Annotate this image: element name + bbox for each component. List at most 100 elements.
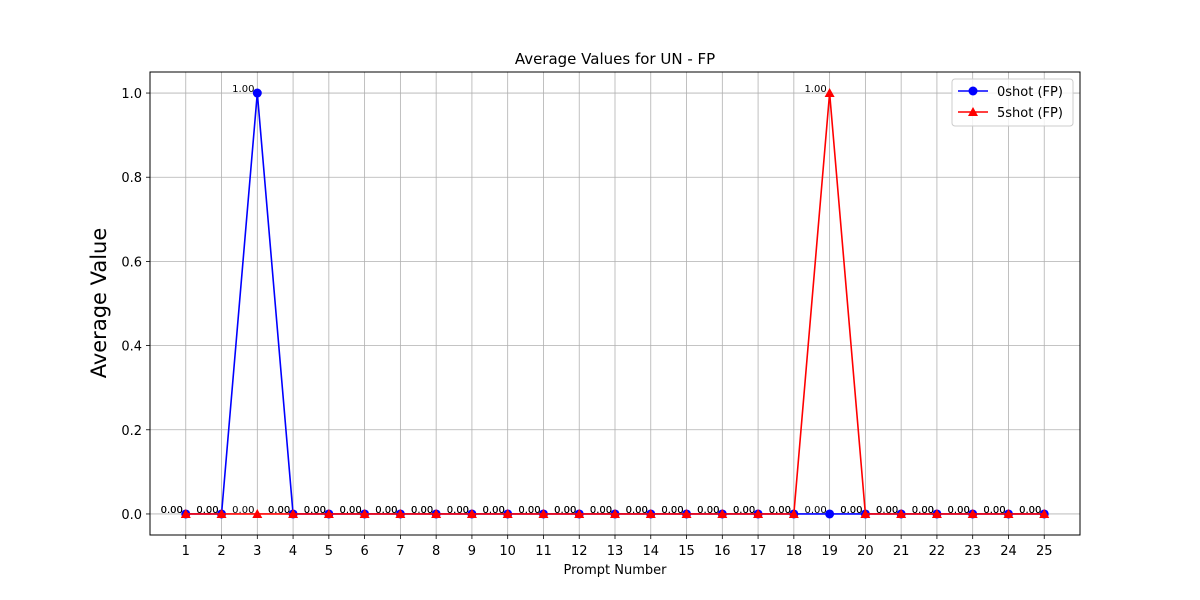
data-point (395, 508, 406, 518)
data-label: 0.00 (626, 505, 648, 516)
x-tick-label: 17 (750, 544, 767, 559)
legend: 0shot (FP) 5shot (FP) (951, 78, 1074, 127)
data-label: 0.00 (912, 505, 934, 516)
data-label: 0.00 (876, 505, 898, 516)
data-label: 1.00 (804, 84, 826, 95)
data-point (252, 508, 263, 518)
data-label: 0.00 (554, 505, 576, 516)
data-point (574, 508, 585, 518)
chart-title: Average Values for UN - FP (515, 50, 715, 68)
data-label: 0.00 (840, 505, 862, 516)
data-point (645, 508, 656, 518)
data-label: 0.00 (876, 505, 898, 516)
y-tick-label: 1.0 (121, 87, 142, 102)
data-label: 1.00 (232, 84, 254, 95)
data-label: 0.00 (1019, 505, 1041, 516)
data-point (753, 508, 764, 518)
x-tick-label: 2 (217, 544, 225, 559)
data-label: 0.00 (590, 505, 612, 516)
x-tick-label: 16 (714, 544, 731, 559)
data-label: 0.00 (733, 505, 755, 516)
legend-marker-5shot (968, 107, 978, 116)
x-tick-label: 25 (1036, 544, 1053, 559)
legend-label-0shot: 0shot (FP) (997, 85, 1063, 100)
data-point (681, 508, 692, 518)
x-tick-label: 15 (678, 544, 695, 559)
data-label: 0.00 (411, 505, 433, 516)
data-labels: 0.00 0.00 1.00 0.00 0.00 0.00 0.00 0.00 0.00 0.00… (161, 84, 1042, 516)
data-label: 0.00 (769, 505, 791, 516)
data-label: 0.00 (483, 505, 505, 516)
data-label: 0.00 (769, 505, 791, 516)
x-tick-label: 21 (893, 544, 910, 559)
data-label: 0.00 (339, 505, 361, 516)
data-point (825, 509, 835, 519)
x-tick-label: 6 (360, 544, 368, 559)
grid-lines (150, 72, 1080, 535)
y-tick-label: 0.2 (121, 424, 142, 439)
data-label: 0.00 (1019, 505, 1041, 516)
data-label: 0.00 (661, 505, 683, 516)
legend-label-5shot: 5shot (FP) (997, 106, 1063, 121)
data-label: 0.00 (840, 505, 862, 516)
data-label: 0.00 (983, 505, 1005, 516)
data-point (288, 508, 299, 518)
data-label: 0.00 (590, 505, 612, 516)
data-point (359, 508, 370, 518)
data-label: 0.00 (661, 505, 683, 516)
data-label: 0.00 (447, 505, 469, 516)
data-label: 0.00 (268, 505, 290, 516)
x-tick-label: 14 (642, 544, 659, 559)
data-label: 0.00 (161, 505, 183, 516)
data-point (896, 508, 907, 518)
x-tick-label: 4 (289, 544, 297, 559)
x-tick-label: 18 (786, 544, 803, 559)
data-point (931, 508, 942, 518)
data-point (216, 508, 227, 518)
x-tick-label: 1 (182, 544, 190, 559)
series-layer (180, 88, 1050, 519)
x-tick-label: 19 (821, 544, 838, 559)
data-point (610, 508, 620, 518)
data-label: 0.00 (161, 505, 183, 516)
data-label: 0.00 (304, 505, 326, 516)
x-tick-label: 3 (253, 544, 261, 559)
y-tick-label: 0.4 (121, 340, 142, 355)
x-tick-label: 23 (964, 544, 981, 559)
y-tick-label: 0.6 (121, 255, 142, 270)
y-axis-title: Average Value (87, 228, 111, 379)
data-label: 0.00 (804, 505, 826, 516)
data-label: 0.00 (483, 505, 505, 516)
data-label: 0.00 (697, 505, 719, 516)
x-tick-label: 5 (325, 544, 333, 559)
x-tick-label: 20 (857, 544, 874, 559)
data-label: 0.00 (339, 505, 361, 516)
data-label: 0.00 (196, 505, 218, 516)
y-tick-label: 0.0 (121, 508, 142, 523)
data-point (788, 508, 799, 518)
y-tick-label: 0.8 (121, 171, 142, 186)
data-label: 0.00 (518, 505, 540, 516)
data-label: 0.00 (733, 505, 755, 516)
x-tick-label: 8 (432, 544, 440, 559)
data-point (824, 88, 835, 98)
data-label: 0.00 (375, 505, 397, 516)
x-tick-label: 13 (607, 544, 624, 559)
data-label: 0.00 (912, 505, 934, 516)
data-label: 0.00 (447, 505, 469, 516)
data-point (860, 508, 871, 518)
data-point (1003, 508, 1014, 518)
x-tick-label: 11 (535, 544, 552, 559)
data-label: 0.00 (232, 505, 254, 516)
data-point (431, 508, 442, 518)
data-label: 0.00 (304, 505, 326, 516)
data-label: 0.00 (626, 505, 648, 516)
axis-ticks: 1 2 3 4 5 6 7 8 9 10 11 12 13 14 15 16 17 18 19 20 21 22 23 24 2… (121, 87, 1052, 559)
x-tick-label: 22 (929, 544, 946, 559)
data-point (717, 508, 728, 518)
data-point (502, 508, 513, 518)
x-tick-label: 7 (396, 544, 404, 559)
data-label: 0.00 (268, 505, 290, 516)
data-label: 0.00 (948, 505, 970, 516)
data-label: 0.00 (196, 505, 218, 516)
